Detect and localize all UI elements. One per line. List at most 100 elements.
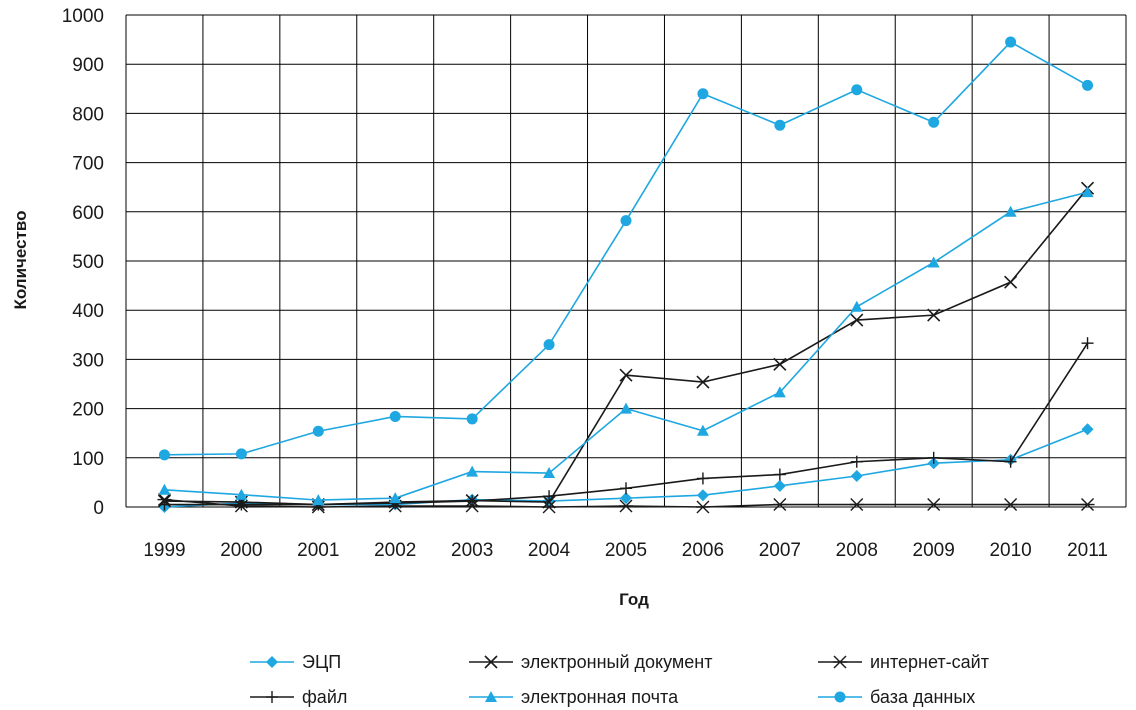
data-point [850,455,863,468]
y-tick-label: 200 [72,400,104,421]
data-point [696,489,709,502]
y-axis-title: Количество [11,210,30,309]
data-point [696,375,710,389]
y-tick-labels: 0 100 200 300 400 500 600 700 800 900 1000 [62,6,104,519]
legend-item: электронная почта [469,687,679,707]
y-tick-label: 500 [72,252,104,273]
series-line [164,41,1088,456]
data-point [158,498,171,511]
series-2 [157,181,1095,512]
legend-label: электронный документ [521,652,712,672]
legend-label: файл [302,687,347,707]
data-point [849,498,864,512]
legend-item: ЭЦП [250,652,341,672]
data-point [158,483,171,495]
data-point [1004,205,1017,217]
data-point [620,482,632,495]
x-axis-title: Год [619,590,649,609]
data-point [1082,79,1094,91]
x-tick-label: 2002 [374,540,416,561]
x-tick-label: 1999 [143,540,185,561]
legend-label: интернет-сайт [870,652,989,672]
data-point [927,256,940,268]
x-tick-label: 2009 [913,540,955,561]
grid [125,14,1127,508]
data-point [235,448,247,460]
legend-label: ЭЦП [302,652,341,672]
y-tick-label: 800 [72,104,104,125]
data-point [466,413,478,425]
series-line [164,191,1088,501]
data-point [927,451,940,464]
series-line [164,187,1089,506]
x-tick-label: 2011 [1067,540,1108,561]
legend: ЭЦП электронный документ интернет-сайт файл… [250,652,989,707]
legend-item: файл [250,687,347,707]
data-point [773,357,787,371]
data-point [774,119,786,131]
data-point [1003,498,1018,512]
data-point [466,495,479,508]
legend-item: электронный документ [469,652,712,672]
data-point [619,499,633,513]
legend-marker [266,656,278,668]
data-point [620,402,632,414]
data-point [850,300,863,312]
x-tick-label: 2004 [528,540,571,561]
series-4 [158,337,1094,511]
data-point [696,424,709,436]
data-point [542,500,557,514]
data-point [1081,186,1094,198]
data-point [1004,455,1017,468]
data-point [543,467,556,479]
data-point [543,339,555,351]
x-tick-label: 2003 [451,540,493,561]
data-point [928,116,940,128]
data-point [695,500,710,514]
series-6 [158,36,1094,461]
y-tick-label: 900 [72,55,104,76]
legend-marker [266,691,278,703]
legend-item: база данных [818,687,975,707]
data-point [619,368,633,382]
data-point [312,494,325,506]
data-point [466,465,479,477]
y-tick-label: 600 [72,203,104,224]
data-point [773,468,786,481]
data-point [850,470,863,483]
y-tick-label: 700 [72,154,104,175]
legend-label: электронная почта [521,687,679,707]
data-point [1081,423,1094,436]
data-point [312,425,324,437]
y-tick-label: 1000 [62,6,104,27]
x-tick-label: 2008 [836,540,878,561]
x-tick-label: 2001 [297,540,339,561]
data-point [926,498,941,512]
data-point [543,490,556,503]
x-tick-label: 2000 [220,540,262,561]
x-tick-labels: 1999 2000 2001 2002 2003 2004 2005 2006 2007 2008… [143,540,1108,561]
data-point [620,215,632,227]
y-tick-label: 100 [72,449,104,470]
data-point [696,472,709,485]
legend-marker [484,655,498,669]
series-layer [157,36,1095,514]
legend-item: интернет-сайт [818,652,989,672]
data-point [772,498,787,512]
series-5 [158,186,1094,506]
data-point [235,488,248,500]
data-point [773,479,786,492]
data-point [927,308,941,322]
data-point [1080,498,1095,512]
data-point [697,88,709,100]
x-tick-label: 2007 [759,540,801,561]
data-point [389,410,401,422]
legend-marker [833,655,847,669]
legend-marker [834,691,846,703]
data-point [773,386,786,398]
series-line [164,342,1089,506]
legend-marker [485,691,497,702]
data-point [1005,36,1017,48]
data-point [1004,275,1018,289]
